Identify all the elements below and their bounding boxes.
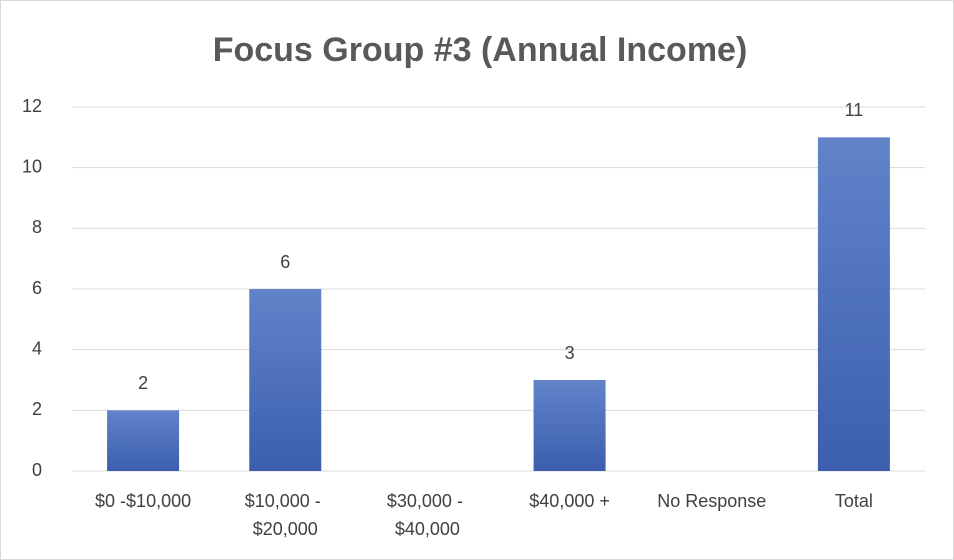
x-tick-label: $10,000 - $20,000 (245, 491, 326, 539)
x-tick-label: $40,000 + (529, 491, 610, 511)
chart-title: Focus Group #3 (Annual Income) (213, 31, 748, 69)
data-label: 3 (565, 343, 575, 363)
x-tick-label: Total (835, 491, 873, 511)
bar (107, 410, 180, 471)
data-label: 11 (845, 100, 864, 120)
y-tick-label: 6 (32, 278, 42, 298)
y-tick-label: 12 (22, 96, 42, 116)
x-tick-label: No Response (657, 491, 766, 511)
x-tick-label: $30,000 - $40,000 (387, 491, 468, 539)
x-tick-label: $0 -$10,000 (95, 491, 191, 511)
y-tick-label: 10 (22, 156, 42, 176)
y-tick-label: 4 (32, 338, 42, 358)
data-label: 6 (280, 252, 290, 272)
data-label: 2 (138, 373, 148, 393)
y-tick-label: 2 (32, 399, 42, 419)
y-tick-label: 8 (32, 217, 42, 237)
bar (533, 380, 606, 471)
bar (817, 137, 890, 472)
bar (249, 289, 322, 471)
y-tick-label: 0 (32, 460, 42, 480)
